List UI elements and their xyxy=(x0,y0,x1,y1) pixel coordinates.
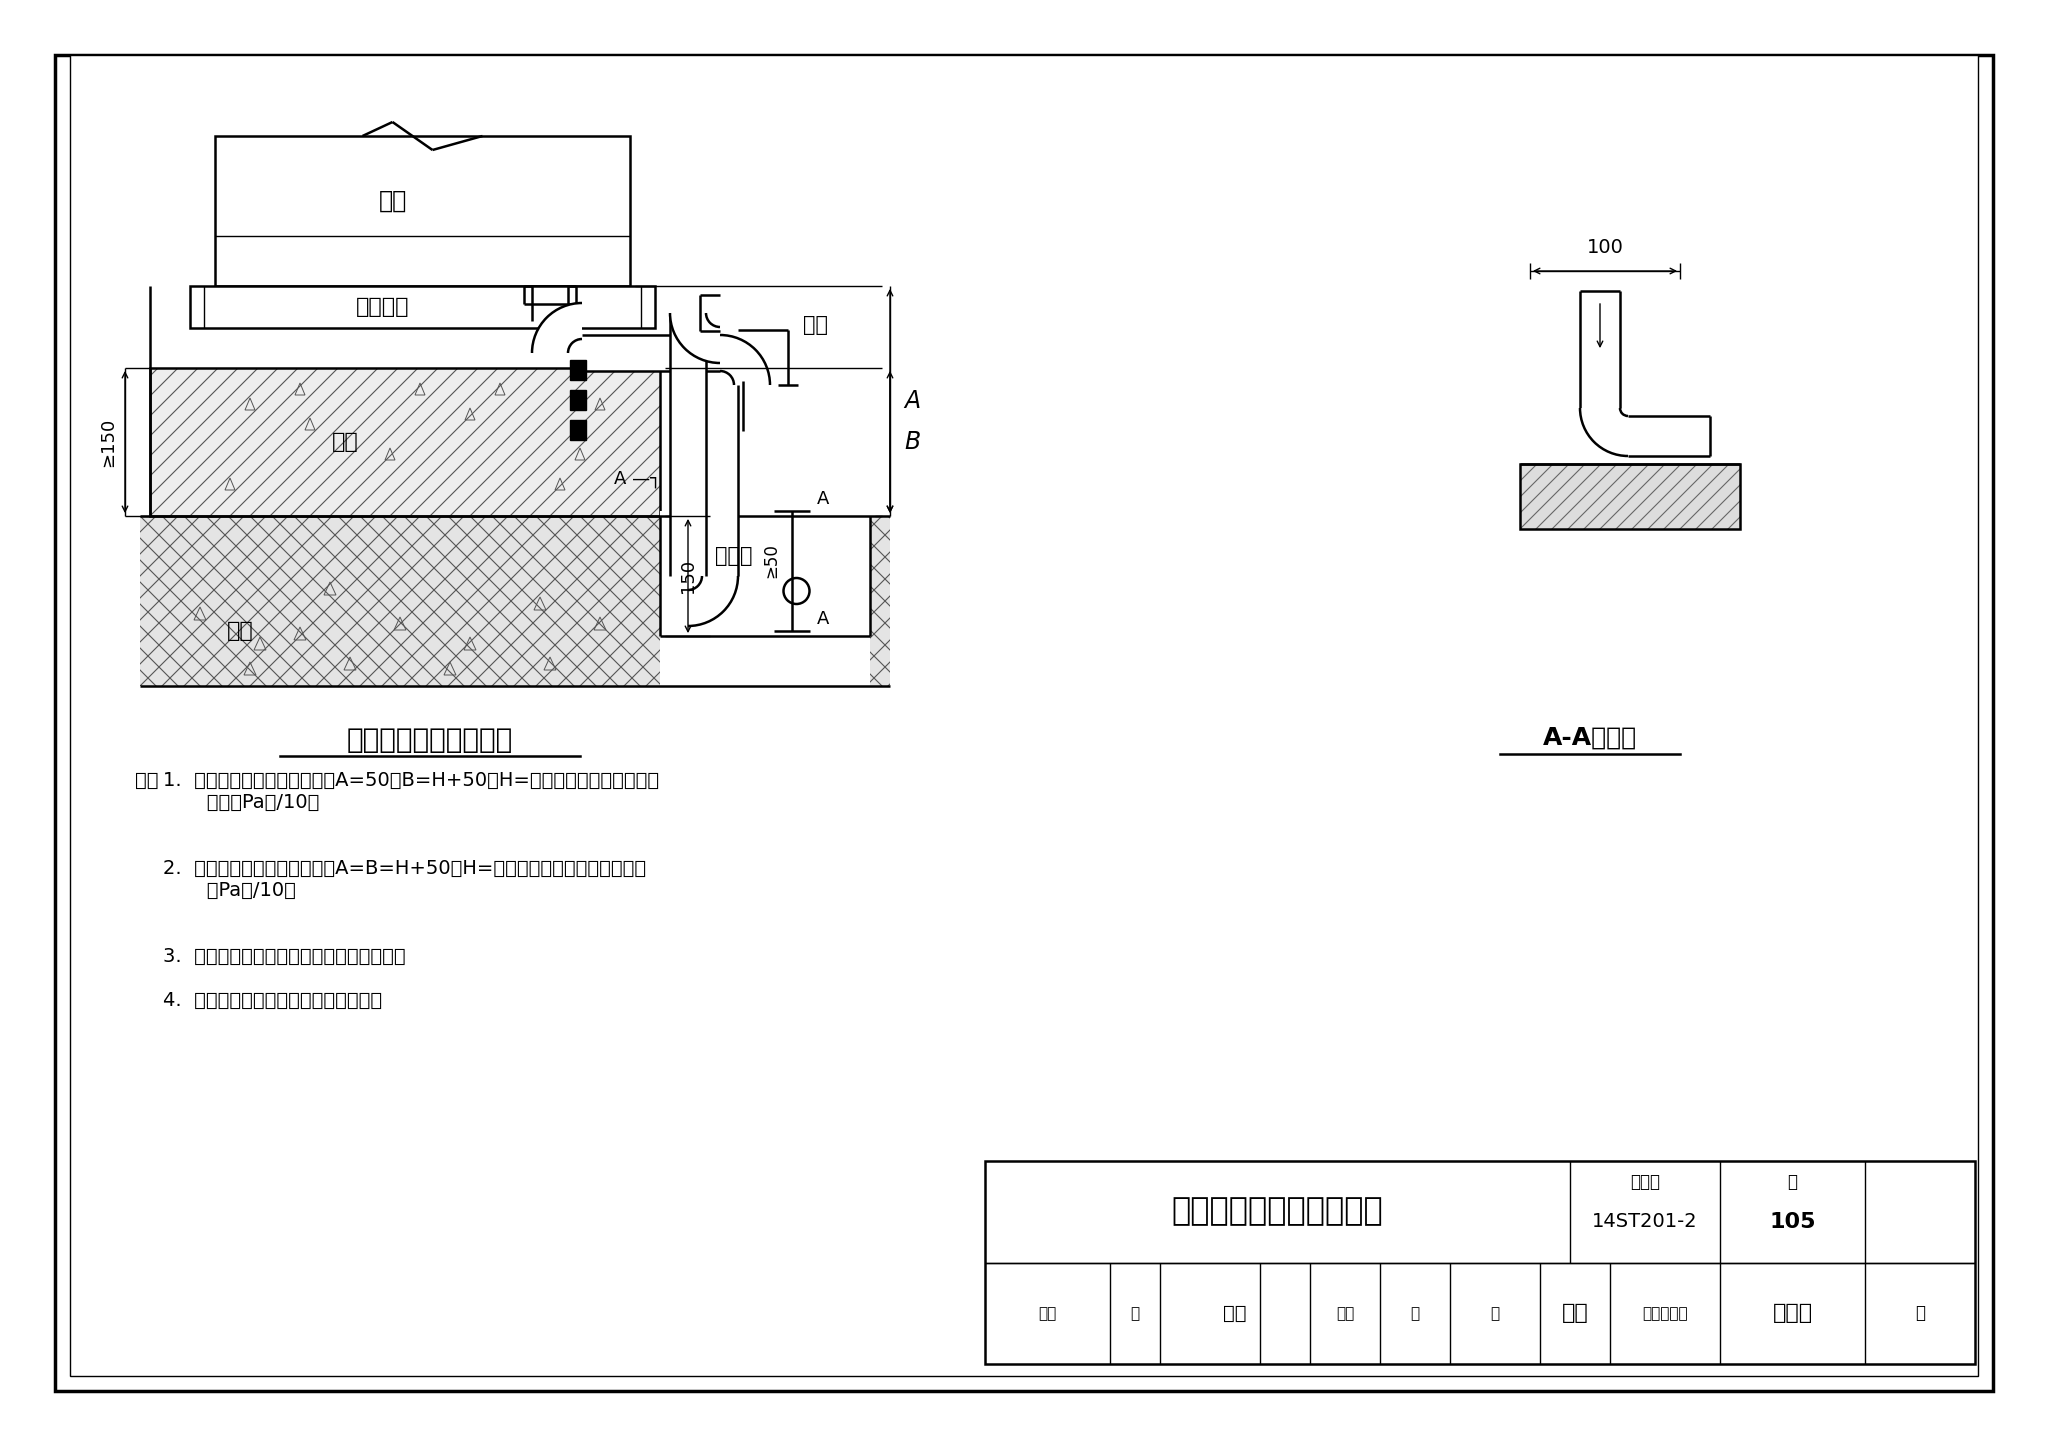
Bar xyxy=(569,419,586,440)
Text: B: B xyxy=(903,429,920,454)
Bar xyxy=(700,295,721,331)
Text: A: A xyxy=(817,490,829,508)
Polygon shape xyxy=(670,312,721,363)
Text: A —┐: A —┐ xyxy=(614,470,662,487)
Text: 李萌: 李萌 xyxy=(1223,1304,1247,1323)
Bar xyxy=(1520,464,1741,529)
Bar xyxy=(582,335,721,372)
Text: 排水沟: 排水沟 xyxy=(715,547,752,565)
Bar xyxy=(670,312,707,576)
Text: 机组槽钢: 机组槽钢 xyxy=(356,296,410,317)
Text: 150: 150 xyxy=(680,560,696,593)
Text: 3.  本图为空气处理机组自身不带水封做法。: 3. 本图为空气处理机组自身不带水封做法。 xyxy=(164,947,406,966)
Text: 支架: 支架 xyxy=(803,315,827,335)
Text: 机组: 机组 xyxy=(379,189,408,213)
Bar xyxy=(569,360,586,380)
Text: A-A剖面图: A-A剖面图 xyxy=(1542,726,1636,750)
Text: 空调机组冷凝水排水水封: 空调机组冷凝水排水水封 xyxy=(1171,1196,1382,1228)
Text: 科: 科 xyxy=(1491,1306,1499,1320)
Text: ≥150: ≥150 xyxy=(98,418,117,467)
Bar xyxy=(190,286,655,328)
Text: 注：: 注： xyxy=(135,771,158,790)
Bar xyxy=(985,1161,1974,1364)
Text: A: A xyxy=(903,389,920,414)
Text: 李: 李 xyxy=(1130,1306,1139,1320)
Text: 祁永能: 祁永能 xyxy=(1772,1303,1812,1323)
Bar xyxy=(1628,416,1710,455)
Text: ≥50: ≥50 xyxy=(762,544,780,578)
Polygon shape xyxy=(532,304,582,353)
Bar xyxy=(150,367,659,516)
Text: 基础: 基础 xyxy=(332,432,358,453)
Bar xyxy=(659,510,870,691)
Text: 1.  当空气处理机为正压段时：A=50，B=H+50，H=排水口所处功能段最大压
       力值（Pa）/10。: 1. 当空气处理机为正压段时：A=50，B=H+50，H=排水口所处功能段最大压… xyxy=(164,771,659,813)
Text: 李鲜: 李鲜 xyxy=(1563,1303,1589,1323)
Polygon shape xyxy=(688,576,737,626)
Text: 2.  当空气处理机为负压段时：A=B=H+50，H=排水口所处功能段最低负压值
       （Pa）/10。: 2. 当空气处理机为负压段时：A=B=H+50，H=排水口所处功能段最低负压值 … xyxy=(164,859,645,899)
Text: 图集号: 图集号 xyxy=(1630,1173,1661,1192)
Bar xyxy=(215,136,631,286)
Text: 地面: 地面 xyxy=(227,620,254,641)
Text: 李: 李 xyxy=(1411,1306,1419,1320)
Bar xyxy=(139,516,891,685)
Text: A: A xyxy=(817,610,829,628)
Bar xyxy=(1579,291,1620,408)
Text: 空调机组冷凝水存水弯: 空调机组冷凝水存水弯 xyxy=(346,726,514,753)
Text: 100: 100 xyxy=(1587,239,1624,257)
Bar xyxy=(532,286,567,321)
Text: 校对: 校对 xyxy=(1335,1306,1354,1320)
Text: 设计杜永强: 设计杜永强 xyxy=(1642,1306,1688,1320)
Bar xyxy=(1520,464,1741,529)
Bar xyxy=(150,367,659,516)
Text: 审核: 审核 xyxy=(1038,1306,1057,1320)
Text: 14ST201-2: 14ST201-2 xyxy=(1591,1212,1698,1231)
Text: 105: 105 xyxy=(1769,1212,1817,1232)
Text: 页: 页 xyxy=(1788,1173,1798,1192)
Bar xyxy=(569,390,586,411)
Text: 4.  排水管出口方向顺排水沟水流方向。: 4. 排水管出口方向顺排水沟水流方向。 xyxy=(164,991,383,1009)
Polygon shape xyxy=(721,335,770,385)
Text: 页: 页 xyxy=(1915,1304,1925,1322)
Bar xyxy=(702,385,737,576)
Polygon shape xyxy=(1579,408,1628,455)
